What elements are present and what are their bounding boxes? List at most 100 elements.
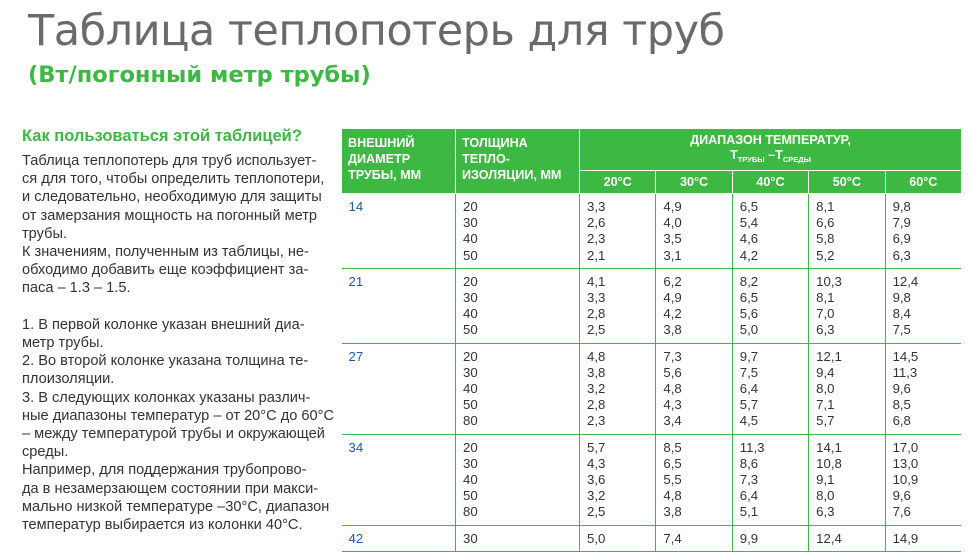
text-line: 10,3 bbox=[816, 273, 842, 289]
text-line: 30 bbox=[463, 364, 478, 380]
insulation-thickness-cell: 20 30 40 50 bbox=[455, 193, 580, 269]
text-line: 4,2 bbox=[739, 247, 759, 263]
text-line: 12,4 bbox=[816, 530, 842, 546]
text-line: 2,3 bbox=[587, 231, 606, 247]
text-line: 7,3 bbox=[663, 348, 682, 364]
text-line: 40 bbox=[463, 381, 478, 397]
text-line: 20 bbox=[463, 199, 478, 214]
text-line: 9,8 bbox=[892, 290, 911, 306]
paragraph-gap bbox=[22, 298, 322, 316]
text-line: 2,5 bbox=[587, 322, 606, 338]
text-line: 3,2 bbox=[587, 381, 606, 397]
text-line: 10,8 bbox=[816, 455, 842, 471]
instructions-example: Например, для поддержания трубопрово-да … bbox=[22, 461, 329, 534]
text-line: 3,3 bbox=[587, 290, 606, 306]
text-line: 8,5 bbox=[892, 397, 911, 413]
text-line: 80 bbox=[463, 504, 478, 520]
table-row: 14 20 30 40 50 3,3 2,6 2,3 2,1 4,9 4,0 3,5 3,1 6,5 5,4… bbox=[341, 193, 962, 269]
heat-loss-cell: 11,3 8,6 7,3 6,4 5,1 bbox=[731, 434, 809, 526]
header-temp-3: 40°С bbox=[731, 170, 810, 194]
text-line: 30 bbox=[463, 455, 478, 471]
text-line: 7,0 bbox=[816, 306, 835, 322]
heat-loss-cell: 8,1 6,6 5,8 5,2 bbox=[808, 193, 886, 269]
header-range-label: ДИАПАЗОН ТЕМПЕРАТУР, bbox=[690, 133, 851, 147]
text-line: 6,6 bbox=[816, 215, 835, 231]
outer-diameter-cell: 27 bbox=[341, 343, 456, 435]
header-temperature-range: ДИАПАЗОН ТЕМПЕРАТУР, ТТРУБЫ –ТСРЕДЫ bbox=[579, 128, 962, 171]
header-insulation-thickness: ТОЛЩИНА ТЕПЛО- ИЗОЛЯЦИИ, ММ bbox=[455, 128, 580, 194]
heat-loss-cell: 14,5 11,3 9,6 8,5 6,8 bbox=[884, 343, 962, 435]
heat-loss-table: ВНЕШНИЙ ДИАМЕТР ТРУБЫ, ММ ТОЛЩИНА ТЕПЛО- ИЗО… bbox=[341, 128, 962, 552]
text-line: 14,9 bbox=[892, 530, 919, 546]
heat-loss-cell: 5,0 bbox=[578, 525, 656, 552]
text-line: 5,2 bbox=[816, 247, 835, 263]
heat-loss-cell: 12,4 bbox=[808, 525, 886, 552]
header-outer-diameter: ВНЕШНИЙ ДИАМЕТР ТРУБЫ, ММ bbox=[341, 128, 456, 194]
text-line: 3,3 bbox=[587, 199, 606, 214]
page-title: Таблица теплопотерь для труб bbox=[28, 6, 725, 56]
heat-loss-cell: 14,9 bbox=[884, 525, 962, 552]
text-line: от замерзания мощность на погонный метр bbox=[22, 207, 318, 224]
text-line: 3,6 bbox=[587, 472, 606, 488]
text-line: 9,9 bbox=[739, 530, 759, 546]
text-line: 6,4 bbox=[739, 381, 759, 397]
text-line: плоизоляции. bbox=[22, 371, 115, 388]
header-temperature-row: 20°С 30°С 40°С 50°С 60°С bbox=[342, 170, 962, 194]
text-line: 14,1 bbox=[816, 439, 842, 455]
text-line: Например, для поддержания трубопрово- bbox=[22, 462, 307, 479]
instructions-steps: 1. В первой колонке указан внешний диа-м… bbox=[22, 316, 334, 462]
text-line: 9,8 bbox=[892, 199, 911, 214]
text-line: метр трубы. bbox=[22, 335, 104, 352]
text-line: 7,4 bbox=[663, 530, 682, 546]
text-line: 7,3 bbox=[739, 472, 759, 488]
text-line: среды. bbox=[22, 444, 69, 461]
heat-loss-cell: 9,7 7,5 6,4 5,7 4,5 bbox=[731, 343, 809, 435]
table-body: 14 20 30 40 50 3,3 2,6 2,3 2,1 4,9 4,0 3,5 3,1 6,5 5,4… bbox=[341, 193, 962, 552]
text-line: 9,6 bbox=[892, 488, 911, 504]
instructions-column: Как пользоваться этой таблицей? Таблица … bbox=[22, 126, 334, 534]
text-line: 3,8 bbox=[663, 504, 682, 520]
text-line: 3,8 bbox=[587, 364, 606, 380]
table-row: 34 20 30 40 50 80 5,7 4,3 3,6 3,2 2,5 8,5 6,5 5,5 4,8 3… bbox=[341, 434, 962, 526]
text-line: 9,6 bbox=[892, 381, 911, 397]
text-line: 8,5 bbox=[663, 439, 682, 455]
table-row: 21 20 30 40 50 4,1 3,3 2,8 2,5 6,2 4,9 4,2 3,8 8,2 6,5… bbox=[341, 268, 962, 344]
text-line: 80 bbox=[463, 413, 478, 429]
header-temp-2: 30°С bbox=[655, 170, 733, 194]
instructions-heading: Как пользоваться этой таблицей? bbox=[22, 127, 302, 145]
text-line: ВНЕШНИЙ bbox=[348, 136, 415, 150]
text-line: 4,1 bbox=[587, 273, 606, 289]
text-line: 5,4 bbox=[739, 215, 759, 231]
text-line: ДИАМЕТР bbox=[348, 152, 411, 166]
text-line: 9,7 bbox=[739, 348, 759, 364]
text-line: – между температурой трубы и окружающей bbox=[22, 426, 325, 443]
heat-loss-cell: 3,3 2,6 2,3 2,1 bbox=[578, 193, 656, 269]
text-line: 7,5 bbox=[739, 364, 759, 380]
text-line: 2,8 bbox=[587, 306, 606, 322]
table-header: ВНЕШНИЙ ДИАМЕТР ТРУБЫ, ММ ТОЛЩИНА ТЕПЛО- ИЗО… bbox=[341, 128, 962, 194]
text-line: 3,1 bbox=[663, 247, 682, 263]
text-line: 11,3 bbox=[739, 439, 765, 455]
text-line: 30 bbox=[463, 530, 478, 546]
text-line: обходимо добавить еще коэффициент за- bbox=[22, 262, 309, 279]
text-line: 6,5 bbox=[739, 199, 759, 214]
insulation-thickness-cell: 20 30 40 50 bbox=[455, 268, 580, 344]
outer-diameter-cell: 14 bbox=[341, 193, 456, 269]
text-line: 40 bbox=[463, 472, 478, 488]
text-line: 3. В следующих колонках указаны различ- bbox=[22, 389, 311, 406]
outer-diameter-cell: 42 bbox=[341, 525, 456, 552]
text-line: 1. В первой колонке указан внешний диа- bbox=[22, 316, 305, 333]
text-line: 6,4 bbox=[739, 488, 759, 504]
text-line: 3,2 bbox=[587, 488, 606, 504]
text-line: 5,7 bbox=[816, 413, 835, 429]
insulation-thickness-cell: 20 30 40 50 80 bbox=[455, 434, 580, 526]
header-temp-4: 50°С bbox=[808, 170, 886, 194]
instructions-paragraph-2: К значениям, полученным из таблицы, не-о… bbox=[22, 243, 322, 298]
text-line: 12,1 bbox=[816, 348, 842, 364]
text-line: 8,4 bbox=[892, 306, 911, 322]
text-line: 4,8 bbox=[663, 488, 682, 504]
text-line: 4,0 bbox=[663, 215, 682, 231]
text-line: 2,8 bbox=[587, 397, 606, 413]
text-line: 8,0 bbox=[816, 381, 835, 397]
text-line: 20 bbox=[463, 439, 478, 455]
